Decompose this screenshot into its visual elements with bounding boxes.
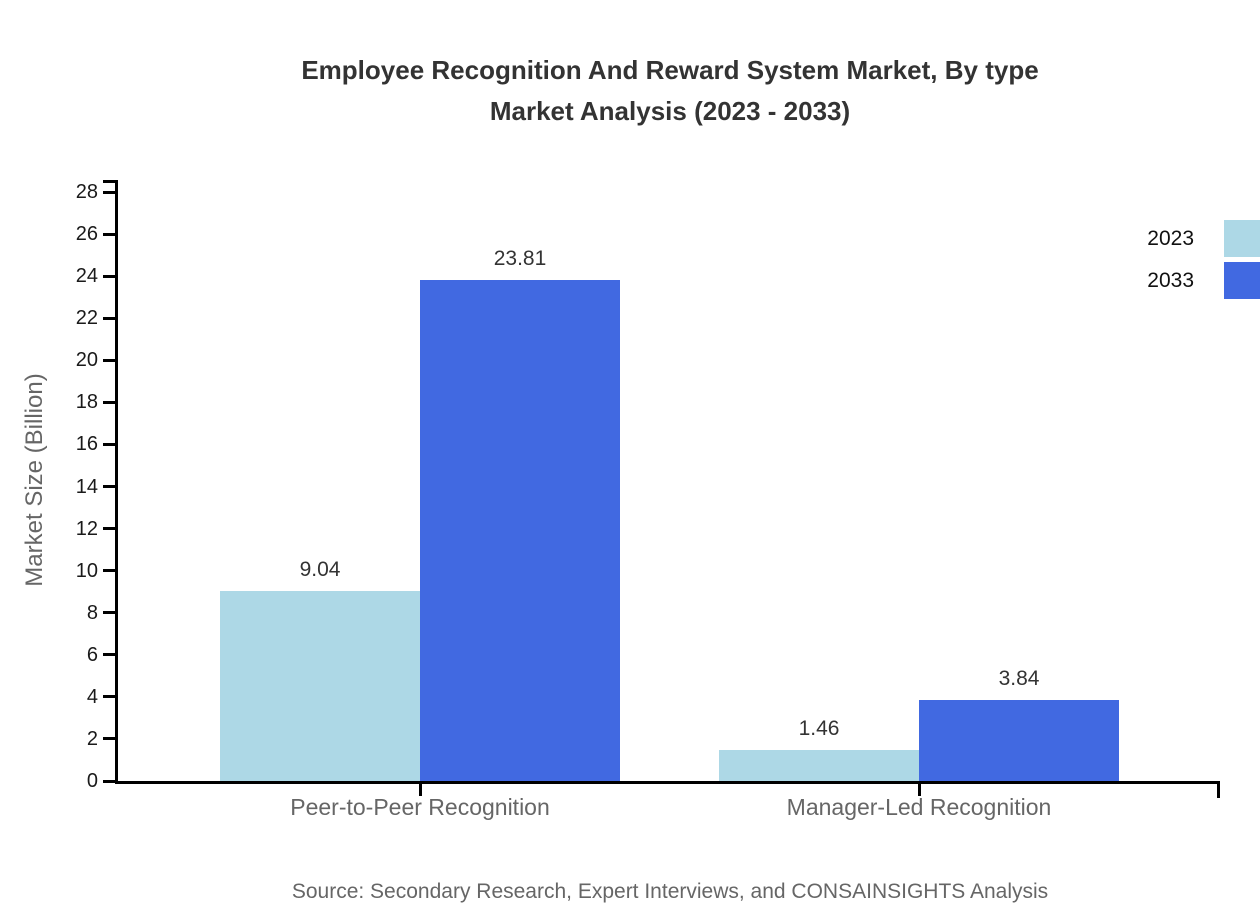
y-tick-mark [103, 232, 115, 236]
y-tick-mark [103, 779, 115, 783]
y-tick-label: 16 [75, 433, 98, 456]
y-tick-mark [103, 569, 115, 573]
y-tick-mark [103, 316, 115, 320]
y-tick-label: 8 [86, 601, 98, 624]
chart-title-line1: Employee Recognition And Reward System M… [301, 55, 1039, 85]
y-tick-label: 20 [75, 349, 98, 372]
legend-label: 2023 [1147, 226, 1194, 250]
bar-2023-0 [220, 590, 420, 781]
category-label: Manager-Led Recognition [786, 794, 1052, 820]
legend-swatch-2023 [1224, 220, 1260, 257]
y-tick-mark [103, 274, 115, 278]
legend-swatch-2033 [1224, 262, 1260, 299]
y-tick-label: 14 [75, 475, 98, 498]
bar-2033-1 [919, 700, 1119, 781]
y-axis-line [115, 180, 118, 784]
y-tick-label: 22 [75, 307, 98, 330]
legend-item-2033: 2033 [1044, 262, 1260, 299]
y-tick-mark [103, 611, 115, 615]
chart-title: Employee Recognition And Reward System M… [78, 50, 1260, 132]
value-label: 9.04 [299, 557, 341, 581]
y-tick-mark [103, 190, 115, 194]
value-label: 1.46 [798, 717, 840, 741]
y-axis-end-cap [103, 180, 115, 183]
x-tick-mark [418, 784, 422, 796]
value-label: 23.81 [493, 247, 547, 271]
y-tick-label: 26 [75, 223, 98, 246]
chart-title-line2: Market Analysis (2023 - 2033) [489, 96, 851, 126]
bar-2023-1 [719, 750, 919, 781]
legend-item-2023: 2023 [1044, 220, 1260, 257]
y-tick-mark [103, 737, 115, 741]
source-note: Source: Secondary Research, Expert Inter… [291, 880, 1049, 903]
y-tick-label: 24 [75, 265, 98, 288]
y-tick-mark [103, 653, 115, 657]
y-tick-mark [103, 695, 115, 699]
legend-label: 2033 [1147, 268, 1194, 292]
y-tick-label: 6 [86, 643, 98, 666]
y-tick-label: 10 [75, 559, 98, 582]
x-axis-line [115, 781, 1220, 784]
y-tick-label: 18 [75, 391, 98, 414]
x-tick-mark [917, 784, 921, 796]
y-tick-mark [103, 485, 115, 488]
x-axis-end-cap [1217, 784, 1220, 798]
y-tick-mark [103, 358, 115, 362]
category-label: Peer-to-Peer Recognition [290, 794, 550, 820]
bar-2033-0 [420, 280, 620, 781]
y-tick-label: 4 [86, 685, 98, 708]
y-tick-mark [103, 527, 115, 531]
y-tick-mark [103, 400, 115, 404]
legend: 2023 2033 [1044, 220, 1260, 304]
y-tick-label: 12 [75, 517, 98, 540]
y-tick-mark [103, 442, 115, 446]
y-tick-label: 0 [86, 770, 98, 792]
y-tick-label: 2 [86, 727, 98, 750]
value-label: 3.84 [998, 667, 1040, 691]
y-tick-label: 28 [75, 181, 98, 203]
